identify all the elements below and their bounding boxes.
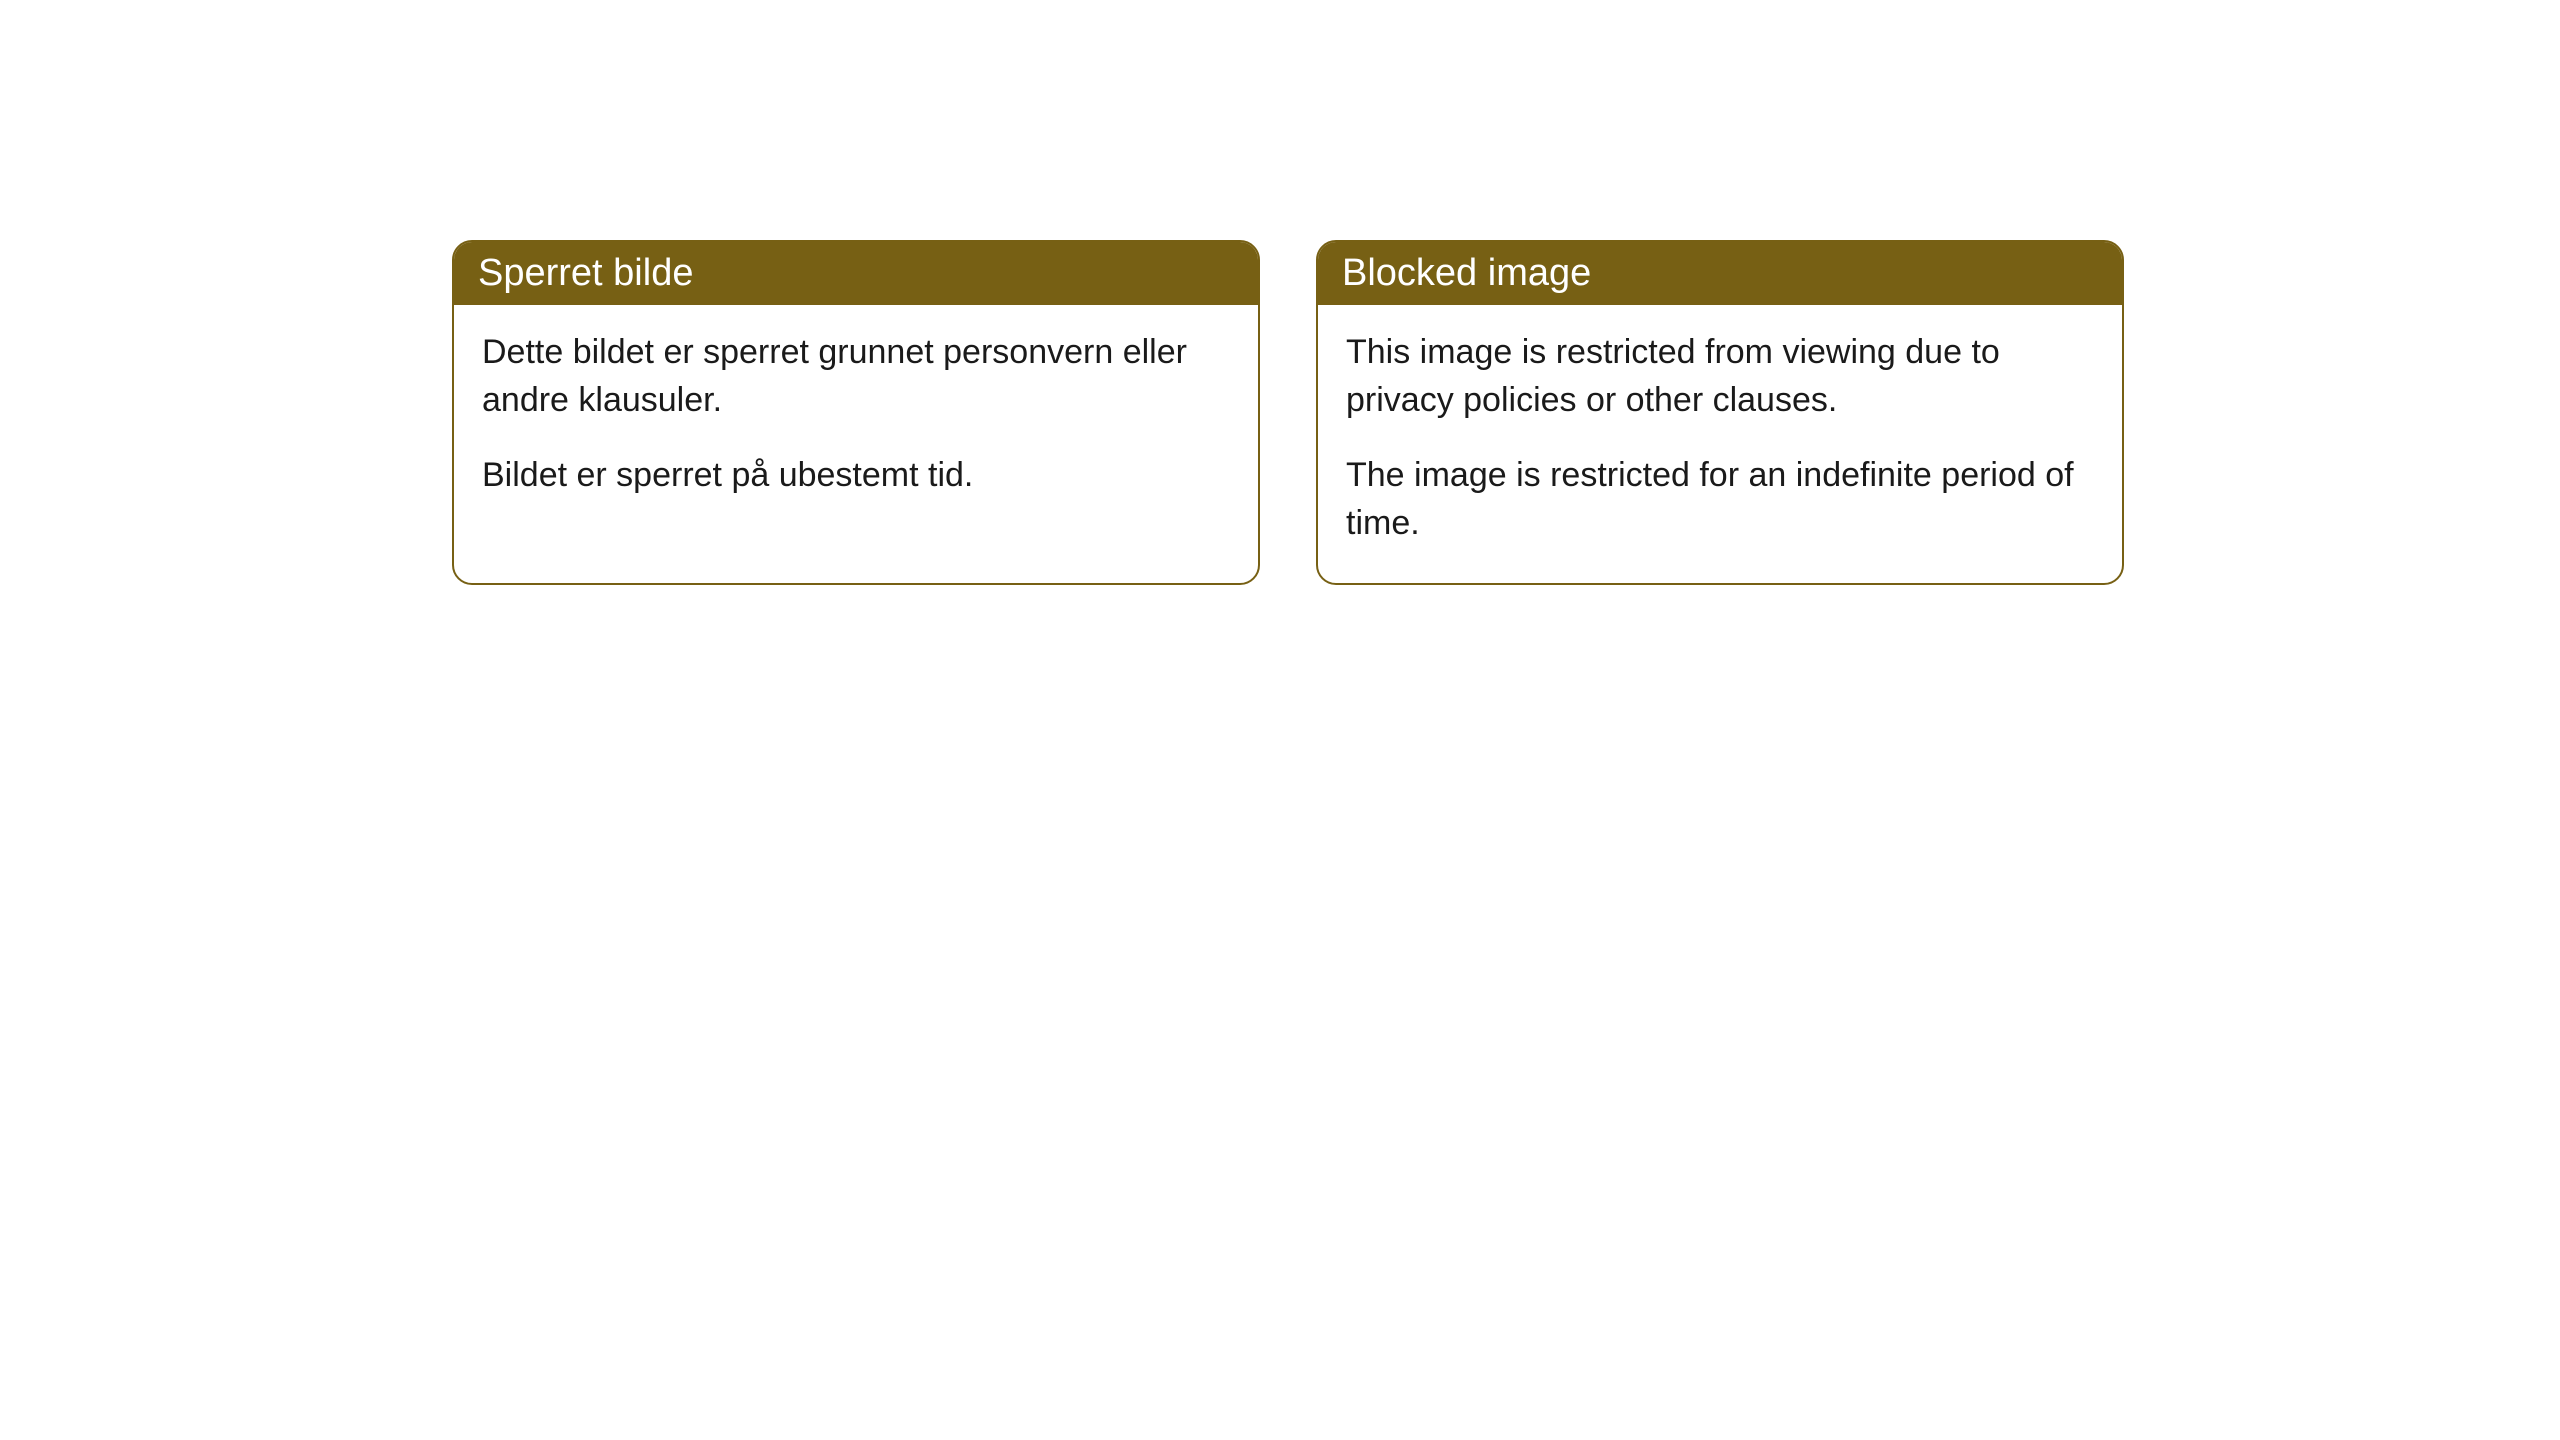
card-paragraph: Dette bildet er sperret grunnet personve… <box>482 329 1230 424</box>
card-header-norwegian: Sperret bilde <box>454 242 1258 305</box>
card-paragraph: Bildet er sperret på ubestemt tid. <box>482 452 1230 500</box>
card-header-english: Blocked image <box>1318 242 2122 305</box>
card-paragraph: This image is restricted from viewing du… <box>1346 329 2094 424</box>
card-title: Sperret bilde <box>478 252 693 294</box>
notice-card-english: Blocked image This image is restricted f… <box>1316 240 2124 585</box>
notice-cards-container: Sperret bilde Dette bildet er sperret gr… <box>452 240 2560 585</box>
card-body-english: This image is restricted from viewing du… <box>1318 305 2122 583</box>
card-body-norwegian: Dette bildet er sperret grunnet personve… <box>454 305 1258 536</box>
card-title: Blocked image <box>1342 252 1591 294</box>
notice-card-norwegian: Sperret bilde Dette bildet er sperret gr… <box>452 240 1260 585</box>
card-paragraph: The image is restricted for an indefinit… <box>1346 452 2094 547</box>
